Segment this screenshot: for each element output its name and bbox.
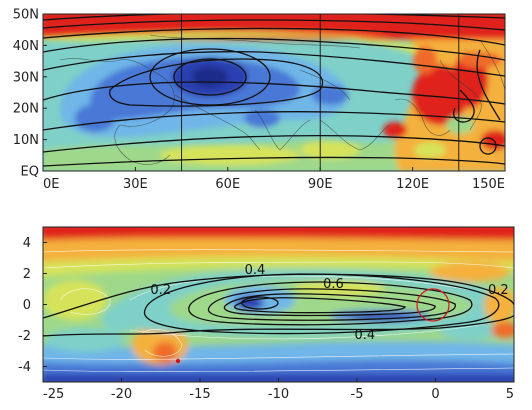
bottom-x-tick-label: -20 [111,387,132,402]
top-y-tick-label: 10N [13,133,39,148]
contour-label: 0.6 [323,277,344,292]
bottom-y-tick-label: -2 [18,329,31,344]
contour-label: 0.4 [245,263,266,278]
top-y-tick-label: 30N [13,70,39,85]
bottom-x-tick-label: -5 [351,387,364,402]
reference-meridians [181,14,460,171]
top-x-tick-label: 30E [123,177,148,192]
top-x-tick-label: 0E [43,177,60,192]
top-y-tick-label: EQ [21,165,39,180]
top-x-tick-label: 60E [215,177,240,192]
top-y-tick-label: 50N [13,8,39,23]
contour-label: 0.2 [150,283,171,298]
bottom-x-tick-label: -15 [189,387,210,402]
coastlines [59,34,505,165]
top-y-tick-label: 40N [13,39,39,54]
bottom-ticks: -25 -20 -15 -10 -5 0 5 4 2 0 -2 -4 [18,236,515,402]
bottom-y-tick-label: 4 [23,236,31,251]
top-y-tick-label: 20N [13,102,39,117]
bottom-y-tick-label: 2 [23,267,31,282]
red-point [175,358,181,364]
contour-label: 0.4 [355,328,376,343]
bottom-contour-labels: 0.4 0.2 0.6 0.2 0.4 [150,263,509,343]
bottom-x-tick-label: -10 [268,387,289,402]
top-contours [43,14,505,167]
bottom-x-tick-label: 5 [506,387,514,402]
top-x-tick-label: 150E [472,177,505,192]
top-x-tick-label: 90E [308,177,333,192]
bottom-x-tick-label: 0 [431,387,439,402]
bottom-x-tick-label: -25 [43,387,64,402]
top-map-panel: 0E 30E 60E 90E 120E 150E EQ 10N 20N 30N 40N 50N [13,8,506,192]
bottom-y-tick-label: -4 [18,360,31,375]
bottom-section-panel: 0.4 0.2 0.6 0.2 0.4 -25 -20 -15 -10 -5 0 5 4 2 0 -2 -4 [18,226,515,402]
bottom-y-tick-label: 0 [23,298,31,313]
top-plot-frame [42,13,506,172]
top-x-tick-label: 120E [396,177,429,192]
contour-label: 0.2 [488,283,509,298]
red-marker-circle [416,288,450,322]
top-ticks: 0E 30E 60E 90E 120E 150E EQ 10N 20N 30N 40N 50N [13,8,506,192]
bottom-contours [43,273,514,337]
